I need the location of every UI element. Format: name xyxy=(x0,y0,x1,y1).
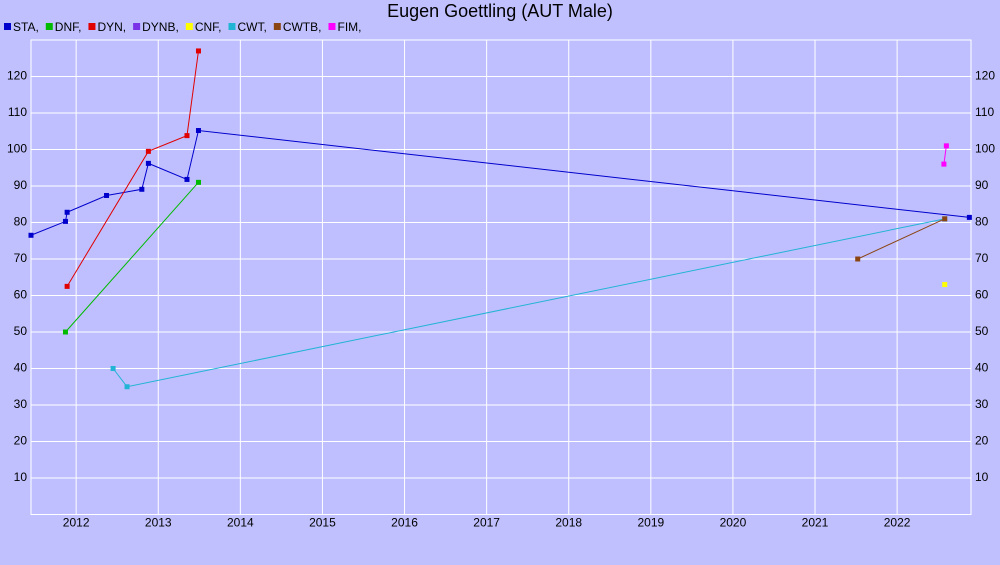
legend-swatch xyxy=(133,23,141,30)
y-tick-label-right: 70 xyxy=(975,251,989,265)
legend-swatch xyxy=(228,23,236,30)
data-point xyxy=(28,232,34,238)
legend-label: STA, xyxy=(13,20,39,34)
series-line xyxy=(66,50,199,287)
x-tick-label: 2016 xyxy=(391,516,418,530)
y-tick-label-right: 110 xyxy=(975,105,994,119)
y-tick-label-right: 30 xyxy=(975,397,989,411)
y-tick-label: 90 xyxy=(14,178,28,192)
data-point xyxy=(124,384,130,390)
legend-label: DNF, xyxy=(55,20,82,34)
y-tick-label: 40 xyxy=(14,361,28,375)
y-tick-label: 60 xyxy=(14,288,28,302)
x-tick-label: 2018 xyxy=(555,516,582,530)
series-line xyxy=(857,218,945,260)
x-tick-label: 2013 xyxy=(145,516,172,530)
y-tick-label-right: 100 xyxy=(975,142,995,156)
x-tick-label: 2015 xyxy=(309,516,336,530)
data-point xyxy=(855,256,861,262)
data-point xyxy=(966,214,972,220)
data-point xyxy=(195,48,201,54)
y-tick-label: 20 xyxy=(14,434,28,448)
y-tick-label-right: 20 xyxy=(975,434,989,448)
legend-label: FIM, xyxy=(337,20,361,34)
data-point xyxy=(145,160,151,166)
y-tick-label: 70 xyxy=(14,251,28,265)
y-tick-label: 10 xyxy=(14,470,28,484)
x-tick-label: 2020 xyxy=(720,516,747,530)
y-tick-label: 80 xyxy=(14,215,28,229)
legend-label: DYNB, xyxy=(142,20,179,34)
chart-title: Eugen Goettling (AUT Male) xyxy=(387,1,613,21)
y-tick-label: 100 xyxy=(7,142,27,156)
x-tick-label: 2017 xyxy=(473,516,500,530)
y-tick-label: 30 xyxy=(14,397,28,411)
data-point xyxy=(139,186,145,192)
y-tick-label: 120 xyxy=(7,69,27,83)
y-tick-label-right: 10 xyxy=(975,470,989,484)
y-tick-label-right: 80 xyxy=(975,215,989,229)
legend-label: CNF, xyxy=(195,20,222,34)
data-point xyxy=(64,209,70,215)
x-tick-label: 2019 xyxy=(637,516,664,530)
data-point xyxy=(145,148,151,154)
legend-swatch xyxy=(273,23,281,30)
series-line xyxy=(65,182,199,333)
legend-swatch xyxy=(45,23,53,30)
series-line xyxy=(943,145,947,165)
data-point xyxy=(943,143,949,149)
data-point xyxy=(62,218,68,224)
data-point xyxy=(110,366,116,371)
x-tick-label: 2022 xyxy=(884,516,911,530)
y-tick-label-right: 60 xyxy=(975,288,989,302)
legend-label: DYN, xyxy=(97,20,126,34)
data-point xyxy=(104,192,110,198)
y-tick-label: 50 xyxy=(14,324,28,338)
x-tick-label: 2021 xyxy=(802,516,829,530)
data-point xyxy=(62,329,68,335)
legend-swatch xyxy=(4,23,11,30)
y-tick-label-right: 120 xyxy=(975,69,995,83)
data-point xyxy=(942,216,948,222)
legend-label: CWTB, xyxy=(283,20,322,34)
x-tick-label: 2014 xyxy=(227,516,254,530)
legend-swatch xyxy=(185,23,193,30)
legend-label: CWT, xyxy=(237,20,266,34)
data-point xyxy=(184,133,190,139)
data-point xyxy=(184,176,190,182)
data-point xyxy=(64,283,70,289)
y-tick-label-right: 90 xyxy=(975,178,989,192)
data-point xyxy=(941,161,947,167)
x-tick-label: 2012 xyxy=(63,516,90,530)
data-point xyxy=(942,282,948,288)
data-point xyxy=(195,179,201,185)
y-tick-label-right: 50 xyxy=(975,324,989,338)
plot-area xyxy=(30,39,972,515)
y-tick-label: 110 xyxy=(8,105,27,119)
data-point xyxy=(195,128,201,134)
legend-swatch xyxy=(328,23,336,30)
legend-swatch xyxy=(88,23,96,30)
y-tick-label-right: 40 xyxy=(975,361,989,375)
